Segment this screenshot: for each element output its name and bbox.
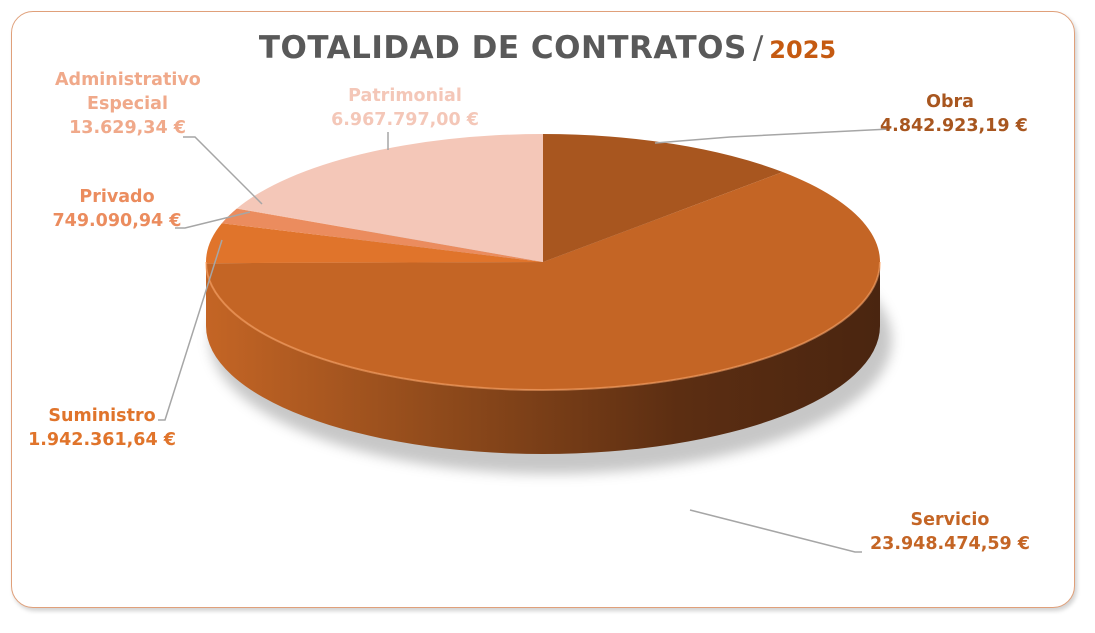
- label-privado: Privado 749.090,94 €: [52, 187, 182, 231]
- title-separator: /: [752, 30, 764, 66]
- leader-suministro: [158, 239, 223, 421]
- leader-privado: [175, 211, 251, 229]
- pie-rim-highlight: [205, 261, 881, 391]
- slice-suministro[interactable]: [206, 223, 543, 264]
- leader-admin: [183, 136, 263, 205]
- slice-patrimonial[interactable]: [237, 134, 543, 262]
- pie-side: [206, 262, 880, 454]
- title-main: TOTALIDAD DE CONTRATOS: [258, 30, 747, 66]
- leader-lines: [158, 128, 891, 553]
- label-servicio: Servicio 23.948.474,59 €: [870, 510, 1030, 554]
- label-administrativo-especial: Administrativo Especial 13.629,34 €: [55, 70, 201, 138]
- label-patrimonial: Patrimonial 6.967.797,00 €: [331, 86, 479, 130]
- slice-administrativo-especial[interactable]: [236, 208, 543, 262]
- slice-privado[interactable]: [221, 208, 543, 262]
- title-year: 2025: [769, 36, 837, 64]
- label-obra: Obra 4.842.923,19 €: [880, 92, 1028, 136]
- label-suministro: Suministro 1.942.361,64 €: [28, 406, 176, 450]
- leader-obra: [654, 128, 891, 144]
- chart-title: TOTALIDAD DE CONTRATOS/2025: [0, 30, 1095, 66]
- leader-servicio: [689, 509, 862, 553]
- slice-obra[interactable]: [543, 134, 783, 262]
- slice-servicio[interactable]: [206, 172, 880, 390]
